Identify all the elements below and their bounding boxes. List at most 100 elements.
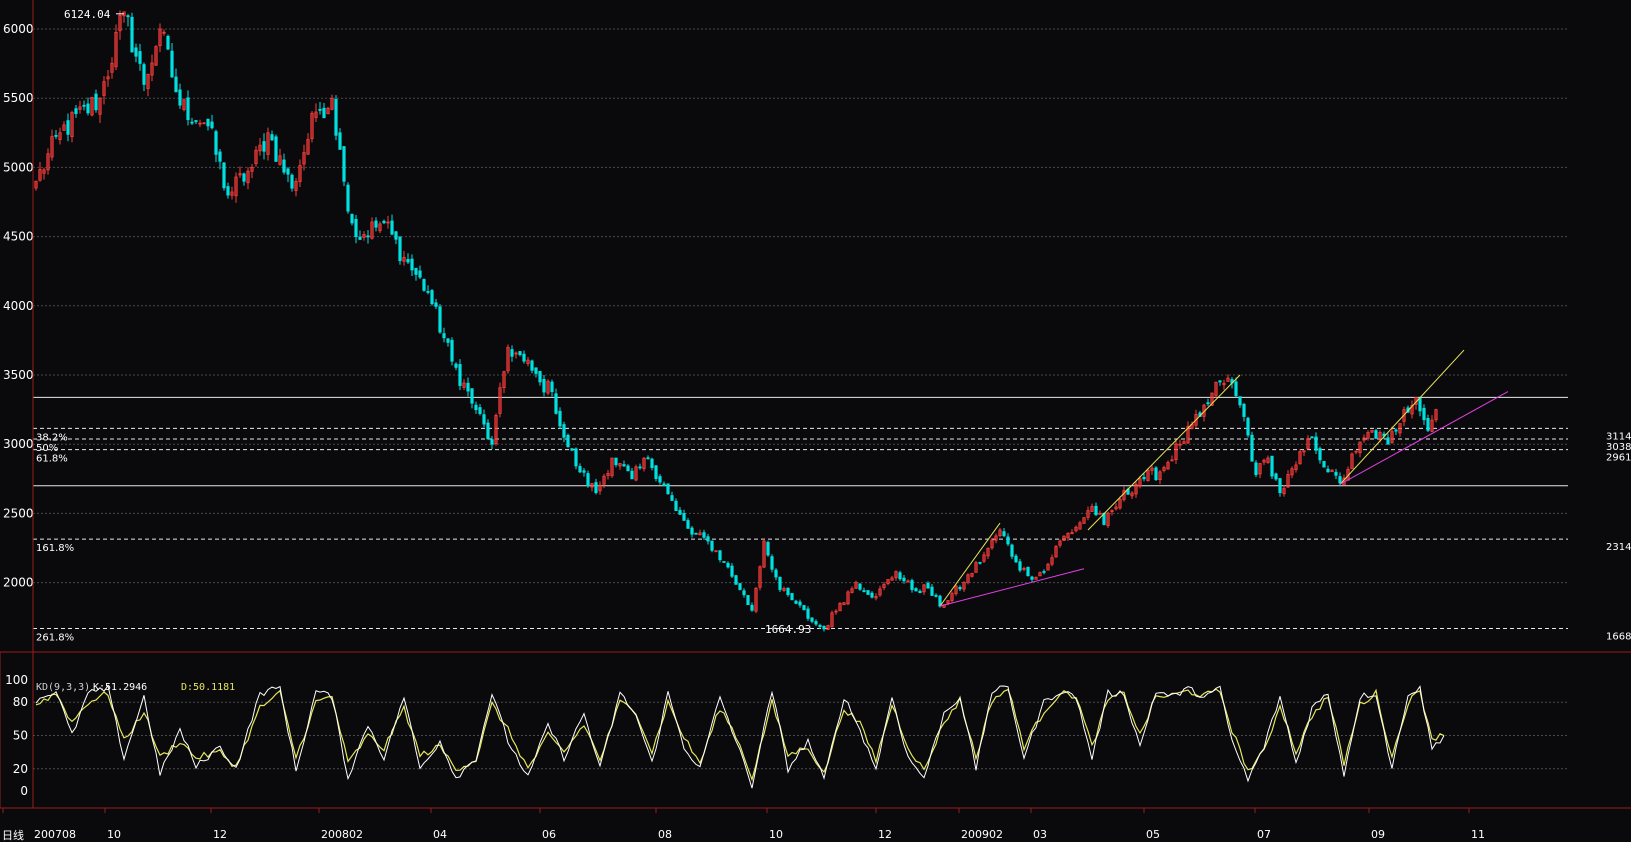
candle-up[interactable] [1194,414,1198,426]
kd-k-line[interactable] [35,684,1445,789]
candle-down[interactable] [1142,476,1146,480]
candle-up[interactable] [502,371,506,389]
candle-down[interactable] [558,410,562,427]
candle-down[interactable] [454,363,458,368]
candle-up[interactable] [154,46,158,66]
candle-up[interactable] [198,122,202,125]
candle-down[interactable] [1094,505,1098,516]
candle-down[interactable] [934,594,938,597]
candle-up[interactable] [526,359,530,365]
candle-down[interactable] [1310,436,1314,439]
candle-up[interactable] [974,562,978,573]
candle-down[interactable] [434,302,438,307]
candle-up[interactable] [878,588,882,596]
candle-up[interactable] [238,173,242,176]
candle-up[interactable] [202,122,206,125]
candle-up[interactable] [890,577,894,581]
candle-down[interactable] [458,364,462,386]
candle-down[interactable] [318,108,322,111]
candle-up[interactable] [78,106,82,110]
candle-down[interactable] [694,532,698,535]
candle-down[interactable] [1006,536,1010,545]
candle-down[interactable] [210,121,214,129]
candle-up[interactable] [606,473,610,476]
candle-down[interactable] [134,47,138,57]
candle-up[interactable] [610,457,614,477]
candle-up[interactable] [494,415,498,444]
candle-down[interactable] [718,550,722,561]
candle-up[interactable] [1170,459,1174,462]
candle-down[interactable] [1026,566,1030,577]
candle-up[interactable] [1350,453,1354,470]
candle-down[interactable] [530,360,534,371]
candle-down[interactable] [66,120,70,135]
candle-down[interactable] [722,561,726,563]
candle-down[interactable] [562,424,566,438]
candle-down[interactable] [594,482,598,494]
candle-up[interactable] [782,588,786,591]
candle-down[interactable] [242,173,246,182]
candle-down[interactable] [790,593,794,601]
candle-up[interactable] [1402,409,1406,422]
candle-down[interactable] [786,587,790,595]
candle-up[interactable] [254,149,258,164]
candle-down[interactable] [138,51,142,64]
candle-up[interactable] [462,382,466,388]
candle-down[interactable] [190,121,194,124]
candle-up[interactable] [314,111,318,118]
candle-up[interactable] [1330,469,1334,473]
candle-up[interactable] [182,99,186,110]
candle-up[interactable] [302,152,306,165]
candle-up[interactable] [698,532,702,536]
candle-up[interactable] [1390,431,1394,443]
candle-down[interactable] [346,184,350,212]
candle-up[interactable] [1214,381,1218,396]
candle-down[interactable] [574,448,578,467]
candle-down[interactable] [1042,571,1046,573]
candle-up[interactable] [250,166,254,172]
candle-down[interactable] [646,457,650,460]
candle-up[interactable] [106,76,110,80]
candle-down[interactable] [274,136,278,162]
candle-up[interactable] [90,96,94,116]
candle-down[interactable] [486,422,490,440]
candle-down[interactable] [586,473,590,487]
candle-down[interactable] [870,592,874,598]
candle-up[interactable] [1050,557,1054,565]
candle-up[interactable] [146,73,150,89]
candle-down[interactable] [86,103,90,114]
candle-up[interactable] [370,221,374,239]
candle-up[interactable] [1306,438,1310,450]
candle-up[interactable] [1058,540,1062,546]
candle-down[interactable] [582,470,586,473]
candle-down[interactable] [1322,461,1326,468]
candle-down[interactable] [898,572,902,580]
candle-down[interactable] [1246,417,1250,436]
candle-up[interactable] [1078,522,1082,530]
candle-down[interactable] [742,590,746,596]
candle-up[interactable] [994,535,998,541]
candle-down[interactable] [1002,531,1006,537]
candle-down[interactable] [1418,397,1422,412]
candle-up[interactable] [1226,377,1230,382]
candle-down[interactable] [902,577,906,582]
candle-up[interactable] [362,234,366,238]
candle-down[interactable] [166,35,170,50]
candle-up[interactable] [1166,462,1170,470]
candle-up[interactable] [842,602,846,605]
candle-down[interactable] [290,174,294,189]
candle-down[interactable] [1030,576,1034,580]
candle-up[interactable] [1070,532,1074,535]
candle-down[interactable] [918,590,922,594]
candle-up[interactable] [230,191,234,196]
candle-down[interactable] [682,513,686,521]
candle-down[interactable] [518,351,522,356]
candle-down[interactable] [670,495,674,501]
candle-down[interactable] [1422,407,1426,421]
candle-down[interactable] [710,540,714,551]
candle-up[interactable] [258,144,262,152]
candle-down[interactable] [390,220,394,235]
candle-down[interactable] [142,64,146,85]
candle-up[interactable] [1290,468,1294,476]
candle-down[interactable] [862,590,866,593]
